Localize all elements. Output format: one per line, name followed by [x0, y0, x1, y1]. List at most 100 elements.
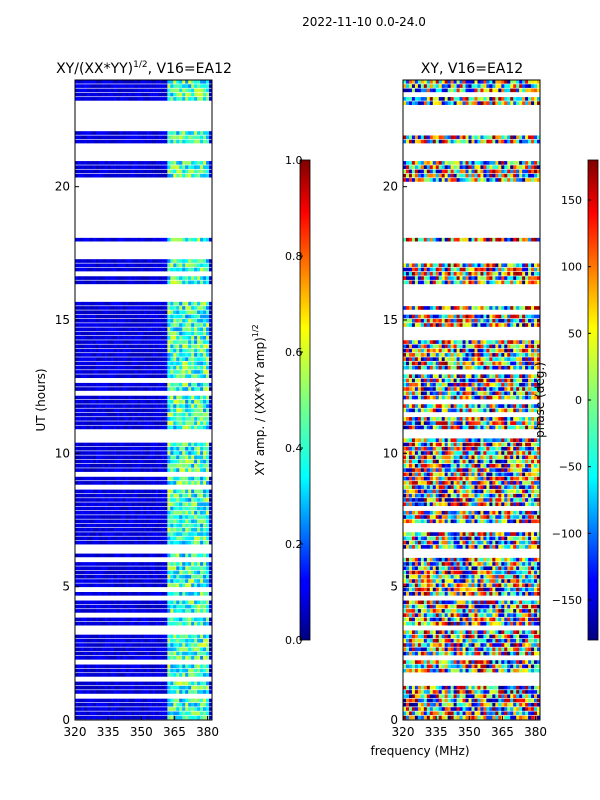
heatmap-cell [158, 417, 162, 421]
heatmap-cell [104, 455, 109, 460]
heatmap-cell [191, 340, 195, 344]
heatmap-cell [80, 698, 85, 703]
heatmap-cell [161, 690, 165, 694]
heatmap-cell [444, 707, 448, 711]
heatmap-cell [182, 318, 186, 323]
heatmap-cell [528, 664, 532, 669]
heatmap-cell [474, 685, 478, 690]
heatmap-cell [89, 446, 94, 451]
heatmap-cell [110, 685, 115, 690]
heatmap-cell [92, 280, 97, 285]
heatmap-cell [158, 566, 162, 571]
heatmap-cell [197, 280, 201, 285]
heatmap-cell [403, 702, 407, 707]
heatmap-cell [161, 609, 165, 613]
heatmap-cell [155, 609, 159, 613]
heatmap-cell [140, 361, 144, 366]
heatmap-cell [113, 451, 117, 455]
heatmap-cell [149, 80, 153, 84]
heatmap-cell [453, 668, 457, 673]
heatmap-cell [92, 173, 97, 178]
heatmap-cell [110, 566, 115, 571]
heatmap-cell [122, 673, 126, 677]
heatmap-cell [200, 131, 204, 135]
heatmap-cell [161, 267, 165, 272]
heatmap-cell [206, 510, 210, 515]
heatmap-cell [125, 301, 129, 306]
heatmap-cell [104, 348, 109, 353]
heatmap-cell [128, 664, 132, 669]
heatmap-cell [185, 702, 189, 707]
heatmap-cell [152, 519, 156, 524]
heatmap-cell [170, 698, 174, 703]
heatmap-cell [182, 382, 186, 387]
heatmap-cell [197, 374, 201, 379]
heatmap-cell [194, 681, 198, 686]
heatmap-cell [200, 370, 204, 374]
heatmap-cell [146, 237, 150, 242]
heatmap-cell [534, 702, 538, 707]
heatmap-cell [510, 698, 514, 703]
heatmap-cell [161, 425, 165, 430]
heatmap-cell [101, 408, 106, 413]
heatmap-cell [516, 694, 520, 699]
heatmap-cell [95, 566, 100, 571]
heatmap-cell [173, 617, 177, 622]
heatmap-cell [152, 412, 156, 417]
heatmap-cell [101, 574, 106, 579]
heatmap-cell [104, 259, 109, 263]
heatmap-cell [143, 331, 147, 336]
heatmap-cell [146, 553, 150, 558]
heatmap-cell [182, 562, 186, 566]
heatmap-cell [149, 263, 153, 268]
heatmap-cell [77, 528, 82, 532]
heatmap-cell [86, 400, 91, 404]
heatmap-cell [414, 715, 419, 720]
heatmap-cell [80, 493, 85, 498]
heatmap-cell [179, 498, 183, 502]
heatmap-cell [140, 634, 144, 639]
heatmap-cell [98, 357, 103, 361]
heatmap-cell [200, 566, 204, 571]
heatmap-cell [477, 685, 481, 690]
heatmap-cell [179, 532, 183, 536]
heatmap-cell [86, 263, 91, 268]
heatmap-cell [498, 715, 502, 720]
heatmap-cell [122, 263, 126, 268]
heatmap-cell [104, 574, 109, 579]
heatmap-cell [209, 519, 213, 524]
heatmap-cell [104, 583, 109, 588]
heatmap-cell [101, 97, 106, 101]
heatmap-cell [167, 361, 171, 366]
heatmap-cell [206, 442, 210, 447]
heatmap-cell [107, 276, 112, 280]
heatmap-cell [89, 464, 94, 468]
heatmap-cell [122, 169, 126, 174]
heatmap-cell [143, 464, 147, 468]
heatmap-cell [203, 690, 207, 694]
heatmap-cell [146, 276, 150, 280]
heatmap-cell [206, 451, 210, 455]
heatmap-cell [176, 442, 180, 447]
heatmap-cell [128, 668, 132, 673]
heatmap-cell [137, 361, 141, 366]
heatmap-cell [107, 353, 112, 357]
heatmap-cell [77, 301, 82, 306]
heatmap-cell [176, 502, 180, 507]
heatmap-cell [128, 566, 132, 571]
heatmap-cell [206, 408, 210, 413]
heatmap-cell [83, 318, 88, 323]
heatmap-cell [170, 408, 174, 413]
heatmap-cell [75, 92, 79, 97]
heatmap-cell [104, 169, 109, 174]
heatmap-cell [164, 592, 168, 596]
heatmap-cell [179, 267, 183, 272]
heatmap-cell [173, 280, 177, 285]
heatmap-cell [143, 592, 147, 596]
heatmap-cell [167, 673, 171, 677]
heatmap-cell [95, 88, 100, 93]
heatmap-cell [203, 395, 207, 400]
heatmap-cell [128, 540, 132, 545]
heatmap-cell [125, 493, 129, 498]
heatmap-cell [119, 408, 123, 413]
